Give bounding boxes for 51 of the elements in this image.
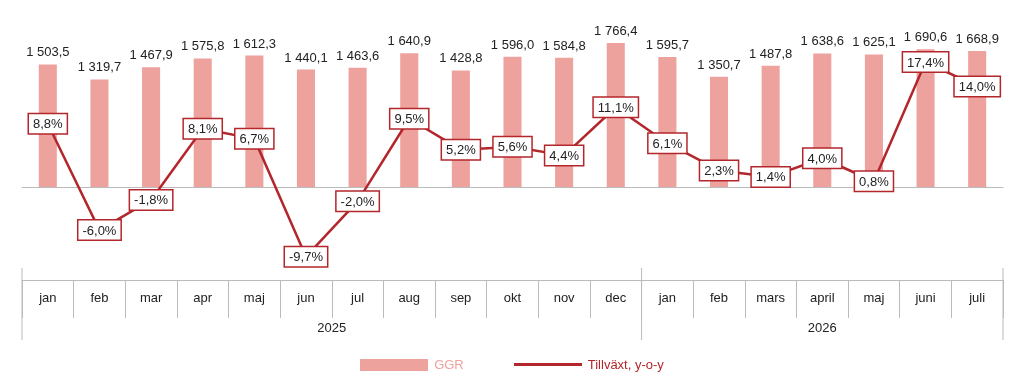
bar [90,79,109,187]
text: 2026 [807,319,837,335]
x-tick-label: maj [863,290,885,305]
text: 2025 [317,319,347,335]
x-tick-label: juli [968,290,986,305]
data-label: 1 625,1 [852,34,896,50]
x-tick-label: dec [605,290,627,305]
x-tick-label: aug [398,290,421,305]
data-label: 1 638,6 [800,33,844,49]
x-tick-label: juni [914,290,936,305]
data-label: 1 584,8 [542,37,586,53]
bar [348,67,367,187]
data-label: -9,7% [288,249,324,265]
data-label: 1 428,8 [439,50,483,66]
data-label: 1 596,0 [490,36,535,52]
x-tick-label: nov [553,290,576,305]
data-label: 1 467,9 [129,47,173,63]
data-label: 1 668,9 [955,30,999,46]
x-tick-label: okt [503,290,522,305]
x-tick-label: jul [350,290,365,305]
x-tick-label: jun [296,290,315,305]
data-label: 1 690,6 [903,29,948,45]
x-tick-label: sep [450,290,472,305]
data-label: 1 612,3 [232,35,277,51]
data-label: 1 766,4 [594,22,638,38]
data-label: 1 350,7 [697,56,741,72]
text: GGR [434,357,464,372]
data-label: 1 440,1 [284,49,328,65]
data-label: -6,0% [82,222,117,238]
x-tick-label: jan [38,290,57,305]
data-label: 1 640,9 [387,33,431,49]
x-tick-label: jan [657,290,677,305]
data-label: 1 487,8 [748,45,793,61]
data-label: 1 575,8 [181,38,225,54]
data-label: -2,0% [340,193,376,209]
data-label: 1 503,5 [26,44,70,60]
data-label: 1 319,7 [77,59,122,75]
data-label: -1,8% [134,192,169,208]
x-tick-label: feb [90,290,109,305]
text: Tillväxt, y-o-y [587,357,664,372]
x-tick-label: apr [193,290,213,305]
x-tick-label: maj [243,290,265,305]
x-tick-label: mar [139,290,163,305]
x-tick-label: mars [756,290,786,305]
data-label: 17,4% [907,54,945,70]
x-tick-label: april [810,290,835,305]
data-label: 1 463,6 [335,47,380,63]
x-tick-label: feb [709,290,729,305]
data-label: 14,0% [958,78,997,94]
bar [296,69,316,187]
data-label: 1 595,7 [645,36,690,52]
